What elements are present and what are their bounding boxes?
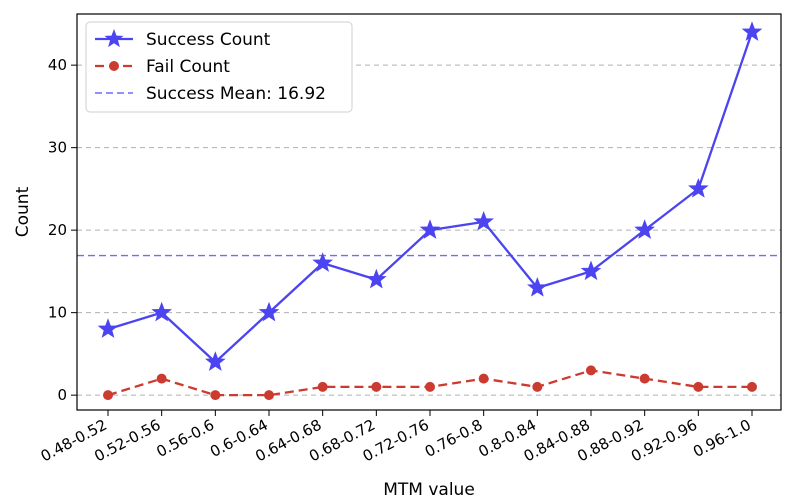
fail-count-marker [103,390,113,401]
legend-box [85,21,353,113]
fail-count-marker [532,381,543,392]
success-count-marker [258,301,280,322]
success-count-marker [580,260,602,281]
x-tick-label: 0.56-0.6 [153,416,217,461]
legend-label: Success Mean: 16.92 [146,84,326,104]
y-tick-label: 30 [48,139,67,157]
success-count-marker [634,219,655,239]
fail-count-marker [747,381,757,392]
success-count-marker [366,268,387,289]
success-count-marker [473,211,494,231]
fail-count-marker [586,365,596,376]
x-tick-label: 0.76-0.8 [422,416,486,461]
success-count-marker [419,219,441,239]
success-count-marker [688,178,709,198]
fail-count-marker [317,381,328,392]
legend-circle-marker [109,61,119,71]
y-axis-title: Count [13,186,33,237]
y-tick-label: 20 [48,221,67,239]
x-axis: 0.48-0.520.52-0.560.56-0.60.6-0.640.64-0… [38,410,754,465]
fail-count-marker [693,381,704,392]
y-axis: 0 10 20 30 40 [48,56,77,404]
fail-count-marker [371,381,382,392]
success-count-marker [205,351,226,371]
plot-frame [76,13,782,411]
y-tick-label: 40 [48,56,67,74]
fail-count-marker [264,390,274,401]
success-count-marker [527,277,548,297]
fail-count-marker [210,390,221,401]
success-count-marker [312,252,333,272]
fail-count-marker [425,381,435,392]
series-layer [97,21,763,401]
x-tick-label: 0.96-1.0 [690,416,754,461]
legend-label: Fail Count [146,57,230,77]
success-count-marker [97,318,119,338]
success-count-marker [151,301,172,322]
success-count-marker [741,21,763,41]
x-axis-title: MTM value [383,480,475,500]
y-tick-label: 0 [57,386,67,404]
legend: Success Count Fail Count Success Mean: 16.… [85,21,353,113]
fail-count-marker [156,373,167,384]
legend-label: Success Count [146,30,271,50]
fail-count-marker [639,373,650,384]
fail-count-marker [478,373,489,384]
y-tick-label: 10 [48,304,67,322]
legend-star-marker [104,29,124,48]
